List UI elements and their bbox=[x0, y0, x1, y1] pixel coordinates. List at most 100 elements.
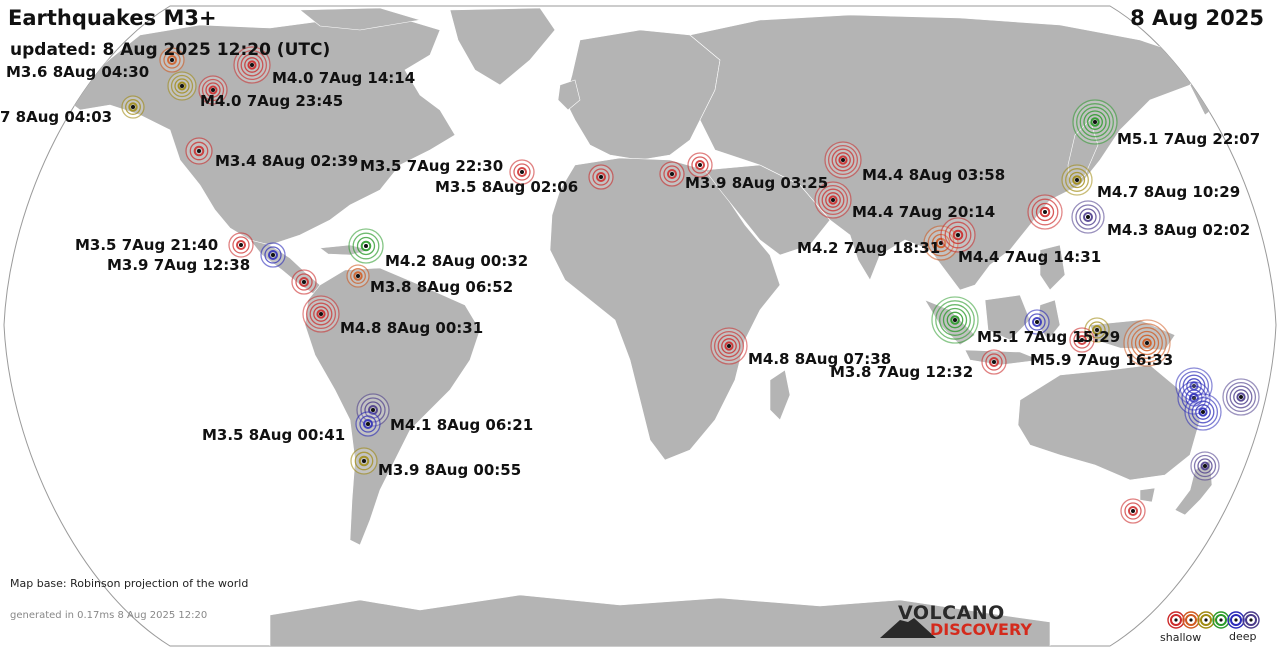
earthquake-marker[interactable] bbox=[159, 47, 185, 73]
marker-ring bbox=[360, 240, 372, 252]
earthquake-label: M4.8 8Aug 07:38 bbox=[748, 350, 891, 368]
earthquake-label: M5.9 7Aug 16:33 bbox=[1030, 351, 1173, 369]
earthquake-marker[interactable] bbox=[931, 296, 979, 344]
marker-ring bbox=[1233, 389, 1249, 405]
marker-ring bbox=[1092, 325, 1102, 335]
marker-ring bbox=[208, 85, 218, 95]
land-australia bbox=[1017, 364, 1201, 481]
marker-ring bbox=[316, 309, 326, 319]
earthquake-marker[interactable] bbox=[233, 46, 271, 84]
marker-ring bbox=[946, 311, 964, 329]
marker-ring bbox=[163, 51, 181, 69]
earthquake-marker[interactable] bbox=[348, 228, 384, 264]
land-tasmania bbox=[1139, 487, 1156, 503]
earthquake-marker[interactable] bbox=[350, 447, 378, 475]
earthquake-marker[interactable] bbox=[291, 269, 317, 295]
marker-ring bbox=[952, 229, 964, 241]
marker-ring bbox=[717, 334, 741, 358]
earthquake-marker[interactable] bbox=[228, 232, 254, 258]
marker-ring bbox=[667, 169, 677, 179]
earthquake-marker[interactable] bbox=[659, 161, 685, 187]
marker-ring bbox=[1229, 385, 1253, 409]
legend-ring-circle bbox=[1167, 611, 1185, 629]
map-date: 8 Aug 2025 bbox=[1130, 6, 1264, 30]
earthquake-marker[interactable] bbox=[1222, 378, 1260, 416]
earthquake-marker[interactable] bbox=[1084, 317, 1110, 343]
earthquake-marker[interactable] bbox=[1061, 164, 1093, 196]
marker-ring bbox=[170, 74, 194, 98]
earthquake-marker[interactable] bbox=[1123, 319, 1171, 367]
earthquake-label: M4.1 8Aug 06:21 bbox=[390, 416, 533, 434]
earthquake-marker[interactable] bbox=[1120, 498, 1146, 524]
epicenter-dot bbox=[520, 170, 524, 174]
epicenter-dot bbox=[319, 312, 323, 316]
page-title: Earthquakes M3+ bbox=[8, 6, 217, 30]
marker-ring bbox=[313, 306, 329, 322]
marker-ring bbox=[240, 53, 264, 77]
marker-ring bbox=[247, 60, 257, 70]
epicenter-dot bbox=[302, 280, 306, 284]
marker-ring bbox=[360, 397, 386, 423]
earthquake-marker[interactable] bbox=[940, 217, 976, 253]
marker-ring bbox=[1076, 103, 1114, 141]
marker-ring bbox=[935, 300, 975, 340]
land-south-america bbox=[304, 267, 481, 546]
marker-ring bbox=[236, 49, 268, 81]
earthquake-marker[interactable] bbox=[356, 393, 390, 427]
epicenter-dot bbox=[599, 175, 603, 179]
epicenter-dot bbox=[841, 158, 845, 162]
earthquake-marker[interactable] bbox=[1024, 309, 1050, 335]
earthquake-marker[interactable] bbox=[1027, 194, 1063, 230]
earthquake-marker[interactable] bbox=[588, 164, 614, 190]
epicenter-dot bbox=[727, 344, 731, 348]
earthquake-marker[interactable] bbox=[198, 75, 228, 105]
earthquake-marker[interactable] bbox=[1072, 99, 1118, 145]
earthquake-marker[interactable] bbox=[346, 264, 370, 288]
earthquake-marker[interactable] bbox=[509, 159, 535, 185]
epicenter-dot bbox=[1093, 120, 1097, 124]
marker-ring bbox=[821, 188, 845, 212]
earthquake-marker[interactable] bbox=[1184, 393, 1222, 431]
updated-timestamp: updated: 8 Aug 2025 12:20 (UTC) bbox=[10, 40, 331, 60]
earthquake-marker[interactable] bbox=[687, 152, 713, 178]
legend-shallow-label: shallow bbox=[1160, 631, 1202, 644]
earthquake-marker[interactable] bbox=[121, 95, 145, 119]
epicenter-dot bbox=[1075, 178, 1079, 182]
legend-ring bbox=[1197, 611, 1215, 629]
land-greenland bbox=[449, 7, 556, 86]
earthquake-marker[interactable] bbox=[710, 327, 748, 365]
marker-ring bbox=[264, 246, 282, 264]
marker-ring bbox=[295, 273, 313, 291]
earthquake-marker[interactable] bbox=[355, 411, 381, 437]
marker-ring bbox=[944, 221, 972, 249]
earthquake-label: M3.5 8Aug 00:41 bbox=[202, 426, 345, 444]
earthquake-marker[interactable] bbox=[260, 242, 286, 268]
marker-ring bbox=[353, 271, 363, 281]
marker-ring bbox=[592, 168, 610, 186]
earthquake-marker[interactable] bbox=[981, 349, 1007, 375]
earthquake-marker[interactable] bbox=[302, 295, 340, 333]
earthquake-marker[interactable] bbox=[824, 141, 862, 179]
marker-ring bbox=[1198, 407, 1208, 417]
earthquake-label: M3.9 7Aug 12:38 bbox=[107, 256, 250, 274]
earthquake-marker[interactable] bbox=[1190, 451, 1220, 481]
earthquake-marker[interactable] bbox=[1069, 327, 1095, 353]
marker-ring bbox=[1072, 175, 1082, 185]
epicenter-dot bbox=[197, 149, 201, 153]
epicenter-dot bbox=[356, 274, 360, 278]
earthquake-marker[interactable] bbox=[185, 137, 213, 165]
epicenter-dot bbox=[992, 360, 996, 364]
marker-ring bbox=[1068, 171, 1086, 189]
legend-ring-circle bbox=[1185, 614, 1197, 626]
earthquake-label: M4.4 7Aug 14:31 bbox=[958, 248, 1101, 266]
legend-ring bbox=[1212, 611, 1230, 629]
marker-ring bbox=[356, 236, 376, 256]
earthquake-marker[interactable] bbox=[814, 181, 852, 219]
earthquake-marker[interactable] bbox=[1071, 200, 1105, 234]
earthquake-label: M3.8 7Aug 12:32 bbox=[830, 363, 973, 381]
earthquake-marker[interactable] bbox=[167, 71, 197, 101]
epicenter-dot bbox=[131, 105, 135, 109]
volcano-discovery-logo[interactable]: VOLCANO DISCOVERY bbox=[880, 602, 1040, 642]
marker-ring bbox=[1039, 206, 1051, 218]
